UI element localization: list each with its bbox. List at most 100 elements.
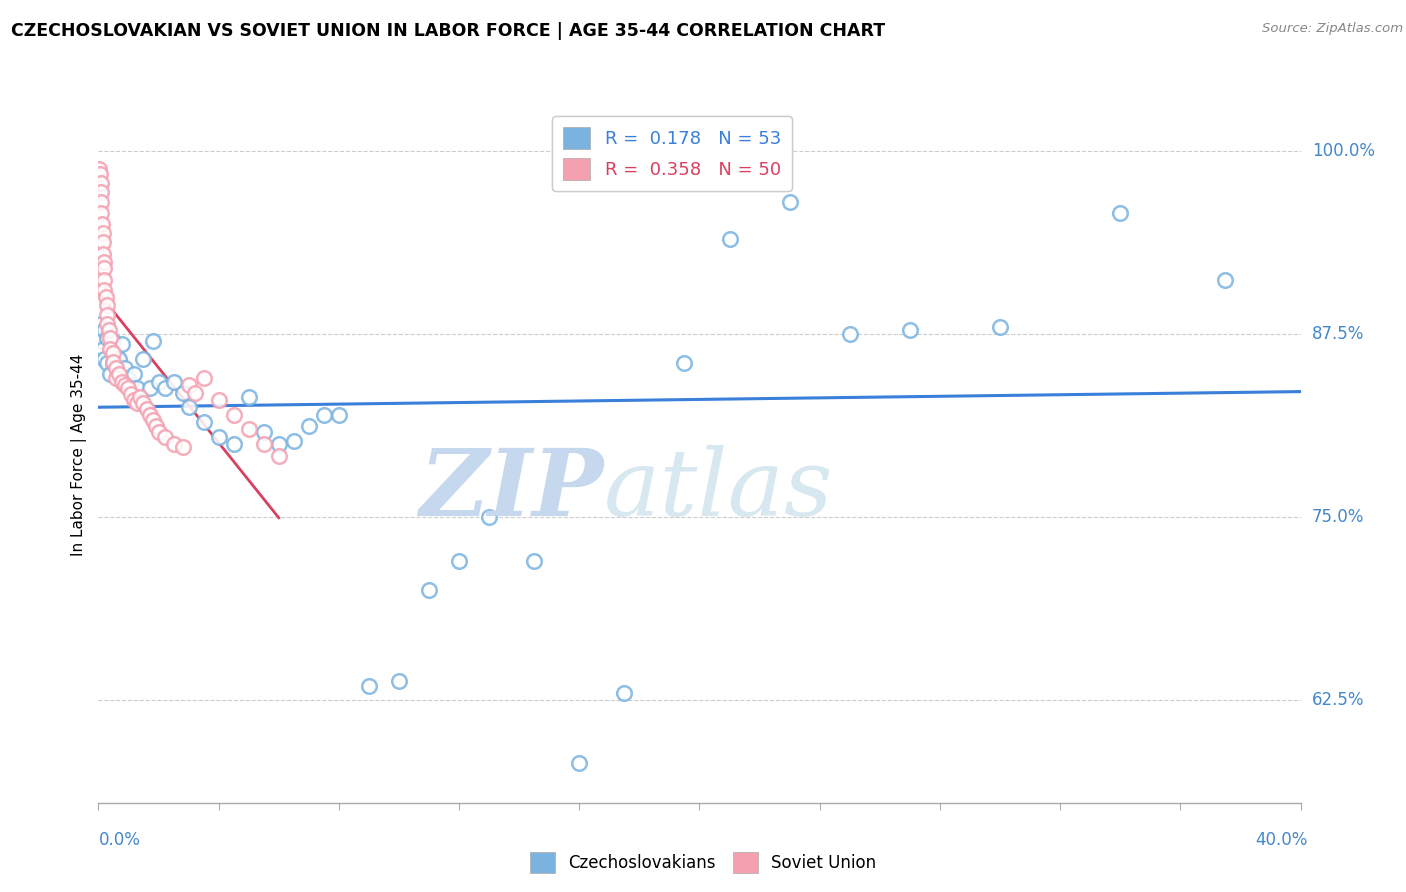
- Legend: Czechoslovakians, Soviet Union: Czechoslovakians, Soviet Union: [523, 846, 883, 880]
- Point: [103, 346, 125, 360]
- Point: [193, 371, 215, 385]
- Point: [141, 334, 163, 349]
- Point: [148, 425, 170, 440]
- Point: [90, 327, 112, 342]
- Point: [114, 378, 136, 392]
- Point: [114, 360, 136, 375]
- Point: [523, 554, 546, 568]
- Text: 62.5%: 62.5%: [1312, 691, 1364, 709]
- Point: [127, 381, 149, 395]
- Text: CZECHOSLOVAKIAN VS SOVIET UNION IN LABOR FORCE | AGE 35-44 CORRELATION CHART: CZECHOSLOVAKIAN VS SOVIET UNION IN LABOR…: [11, 22, 886, 40]
- Point: [193, 415, 215, 429]
- Point: [613, 686, 636, 700]
- Point: [208, 392, 231, 407]
- Point: [568, 756, 591, 771]
- Point: [93, 255, 115, 269]
- Point: [135, 401, 157, 416]
- Point: [103, 355, 125, 369]
- Point: [718, 232, 741, 246]
- Point: [96, 308, 118, 322]
- Point: [145, 419, 167, 434]
- Point: [90, 195, 112, 210]
- Point: [253, 425, 276, 440]
- Point: [105, 360, 128, 375]
- Point: [90, 334, 112, 349]
- Point: [108, 351, 131, 366]
- Point: [91, 342, 114, 356]
- Point: [103, 356, 125, 370]
- Point: [90, 185, 112, 199]
- Point: [238, 390, 260, 404]
- Point: [90, 176, 112, 190]
- Point: [96, 331, 118, 345]
- Point: [89, 161, 111, 176]
- Point: [138, 381, 160, 395]
- Point: [93, 323, 115, 337]
- Text: 87.5%: 87.5%: [1312, 325, 1364, 343]
- Text: 40.0%: 40.0%: [1256, 831, 1308, 849]
- Text: 0.0%: 0.0%: [98, 831, 141, 849]
- Point: [988, 319, 1011, 334]
- Point: [91, 235, 114, 249]
- Point: [177, 401, 200, 415]
- Point: [253, 437, 276, 451]
- Point: [100, 367, 122, 381]
- Point: [1215, 273, 1237, 287]
- Point: [138, 408, 160, 422]
- Point: [94, 290, 117, 304]
- Text: Source: ZipAtlas.com: Source: ZipAtlas.com: [1263, 22, 1403, 36]
- Point: [96, 298, 118, 312]
- Point: [177, 378, 200, 392]
- Point: [111, 376, 134, 390]
- Point: [838, 327, 860, 342]
- Point: [127, 396, 149, 410]
- Point: [238, 422, 260, 436]
- Text: ZIP: ZIP: [419, 445, 603, 534]
- Point: [105, 371, 128, 385]
- Point: [222, 408, 245, 422]
- Point: [447, 554, 470, 568]
- Point: [148, 376, 170, 390]
- Point: [132, 396, 155, 410]
- Point: [328, 408, 350, 422]
- Point: [132, 351, 155, 366]
- Point: [111, 337, 134, 351]
- Point: [388, 674, 411, 689]
- Point: [298, 419, 321, 434]
- Text: 75.0%: 75.0%: [1312, 508, 1364, 526]
- Point: [91, 246, 114, 260]
- Point: [312, 408, 335, 422]
- Legend: R =  0.178   N = 53, R =  0.358   N = 50: R = 0.178 N = 53, R = 0.358 N = 50: [553, 116, 792, 191]
- Point: [267, 449, 290, 463]
- Point: [93, 351, 115, 366]
- Point: [90, 205, 112, 219]
- Point: [162, 437, 184, 451]
- Point: [117, 381, 139, 395]
- Text: 100.0%: 100.0%: [1312, 142, 1375, 160]
- Point: [100, 331, 122, 345]
- Point: [172, 440, 194, 454]
- Point: [172, 385, 194, 400]
- Point: [90, 317, 112, 331]
- Point: [121, 387, 143, 401]
- Point: [97, 323, 120, 337]
- Point: [121, 378, 143, 392]
- Point: [105, 349, 128, 363]
- Point: [96, 317, 118, 331]
- Point: [673, 356, 696, 370]
- Point: [779, 195, 801, 210]
- Point: [91, 226, 114, 240]
- Point: [1109, 205, 1132, 219]
- Point: [418, 583, 440, 598]
- Point: [898, 323, 921, 337]
- Point: [93, 261, 115, 276]
- Point: [153, 429, 176, 443]
- Point: [267, 437, 290, 451]
- Point: [129, 390, 152, 404]
- Point: [283, 434, 305, 448]
- Point: [103, 334, 125, 349]
- Point: [89, 168, 111, 182]
- Point: [93, 273, 115, 287]
- Point: [153, 381, 176, 395]
- Point: [117, 372, 139, 386]
